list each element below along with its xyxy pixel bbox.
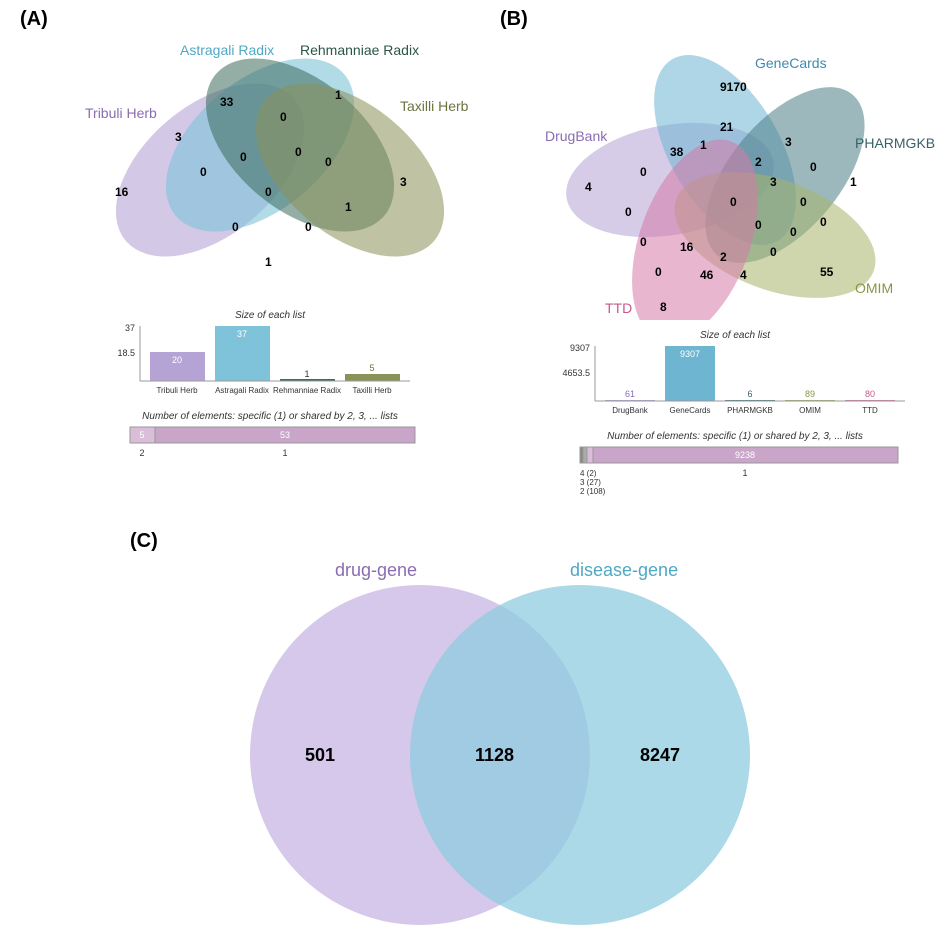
venn-a-v1: 16 — [115, 185, 128, 199]
venn-b-drugbank-label: DrugBank — [545, 128, 607, 144]
venn-b-db-gc: 38 — [670, 145, 683, 159]
venn-b-pharmgkb: 1 — [850, 175, 857, 189]
bar-a-v3: 5 — [369, 363, 374, 373]
stack-b-tl2: 2 (108) — [580, 487, 606, 496]
bar-a-v1: 37 — [237, 329, 247, 339]
venn-c-disease-label: disease-gene — [570, 560, 678, 581]
bar-a-l0: Tribuli Herb — [156, 386, 198, 395]
stack-a-s0: 5 — [139, 430, 144, 440]
bar-b-v3: 89 — [805, 389, 815, 399]
venn-b-0b: 0 — [625, 205, 632, 219]
venn-b-gc-pg-db: 1 — [700, 138, 707, 152]
venn-b-gc-omim: 21 — [720, 120, 733, 134]
bar-b-l1: GeneCards — [670, 406, 711, 415]
venn-b-gc-omim-3: 3 — [770, 175, 777, 189]
venn-a-v8: 1 — [265, 255, 272, 269]
bar-b-l4: TTD — [862, 406, 878, 415]
venn-a-v11: 0 — [240, 150, 247, 164]
venn-c-disease-only: 8247 — [640, 745, 680, 766]
bar-b-l3: OMIM — [799, 406, 821, 415]
venn-a-v14: 0 — [305, 220, 312, 234]
stack-b-s0: 9238 — [735, 450, 755, 460]
venn-b-drugbank: 4 — [585, 180, 592, 194]
venn-c-drug-only: 501 — [305, 745, 335, 766]
venn-a-v2: 33 — [220, 95, 233, 109]
stack-a-t0: 2 — [139, 448, 144, 458]
panel-b-label: (B) — [500, 8, 528, 31]
stack-a-title: Number of elements: specific (1) or shar… — [110, 411, 430, 422]
venn-c-drug-label: drug-gene — [335, 560, 417, 581]
bar-a-ymid: 18.5 — [117, 348, 135, 358]
venn-b-pg-omim: 0 — [820, 215, 827, 229]
venn-a-v5: 3 — [175, 130, 182, 144]
venn-a-v3: 1 — [335, 88, 342, 102]
venn-b-ttd-omim: 4 — [740, 268, 747, 282]
venn-b-gc-pg: 3 — [785, 135, 792, 149]
venn-c-both: 1128 — [475, 745, 514, 766]
panel-a-venn — [70, 30, 470, 290]
venn-b-omim-label: OMIM — [855, 280, 893, 296]
venn-b-ttd-gc: 46 — [700, 268, 713, 282]
bar-b-l0: DrugBank — [612, 406, 649, 415]
venn-b-db-ttd: 0 — [655, 265, 662, 279]
bar-b-v2: 6 — [747, 389, 752, 399]
bar-a-l1: Astragali Radix — [215, 386, 269, 395]
venn-a-v4: 3 — [400, 175, 407, 189]
venn-a-taxilli-label: Taxilli Herb — [400, 98, 468, 114]
venn-a-v10: 0 — [325, 155, 332, 169]
panel-a-label: (A) — [20, 8, 48, 31]
venn-a-v6: 0 — [280, 110, 287, 124]
bar-b-title: Size of each list — [555, 330, 915, 341]
bar-a-l2: Rehmanniae Radix — [273, 386, 341, 395]
stack-b-tl0: 4 (2) — [580, 469, 597, 478]
stack-a-s1: 53 — [280, 430, 290, 440]
bar-b-v4: 80 — [865, 389, 875, 399]
bar-b-v0: 61 — [625, 389, 635, 399]
venn-b-pharmgkb-label: PHARMGKB — [855, 135, 935, 151]
bar-a-v0: 20 — [172, 355, 182, 365]
venn-b-0f: 0 — [790, 225, 797, 239]
venn-a-v7: 1 — [345, 200, 352, 214]
venn-a-v15: 0 — [265, 185, 272, 199]
bar-b-l2: PHARMGKB — [727, 406, 773, 415]
venn-b-db-gc-ttd: 16 — [680, 240, 693, 254]
venn-a-v12: 0 — [295, 145, 302, 159]
stack-a-t1: 1 — [282, 448, 287, 458]
venn-b-genecards-label: GeneCards — [755, 55, 827, 71]
panel-b-barchart: Size of each list 9307 4653.5 61 9307 6 … — [555, 330, 915, 502]
venn-b-ttd-label: TTD — [605, 300, 632, 316]
venn-b-0h: 0 — [755, 218, 762, 232]
bar-a-l3: Taxilli Herb — [352, 386, 392, 395]
venn-a-v13: 0 — [232, 220, 239, 234]
venn-b-0e: 0 — [800, 195, 807, 209]
panel-a-barchart: Size of each list 37 18.5 20 37 1 5 Trib… — [110, 310, 430, 467]
bar-b-v1: 9307 — [680, 349, 700, 359]
bar-a-v2: 1 — [304, 369, 309, 379]
venn-b-db-ttd-gc-omim: 2 — [720, 250, 727, 264]
venn-b-all5: 0 — [730, 195, 737, 209]
bar-b-ymid: 4653.5 — [562, 368, 590, 378]
venn-b-0c: 0 — [640, 235, 647, 249]
venn-b-genecards: 9170 — [720, 80, 747, 94]
venn-a-v9: 0 — [200, 165, 207, 179]
venn-b-0d: 0 — [810, 160, 817, 174]
panel-c-label: (C) — [130, 530, 158, 553]
stack-b-t0: 1 — [742, 468, 747, 478]
venn-b-0g: 0 — [770, 245, 777, 259]
stack-b-title: Number of elements: specific (1) or shar… — [555, 431, 915, 442]
venn-a-rehmanniae-label: Rehmanniae Radix — [300, 42, 419, 58]
venn-b-four: 2 — [755, 155, 762, 169]
bar-a-title: Size of each list — [110, 310, 430, 321]
venn-a-tribuli-label: Tribuli Herb — [85, 105, 157, 121]
stack-b-tl1: 3 (27) — [580, 478, 601, 487]
venn-b-omim: 55 — [820, 265, 833, 279]
bar-a-ymax: 37 — [125, 323, 135, 333]
venn-b-0a: 0 — [640, 165, 647, 179]
venn-b-ttd: 8 — [660, 300, 667, 314]
venn-a-astragali-label: Astragali Radix — [180, 42, 274, 58]
bar-b-ymax: 9307 — [570, 343, 590, 353]
